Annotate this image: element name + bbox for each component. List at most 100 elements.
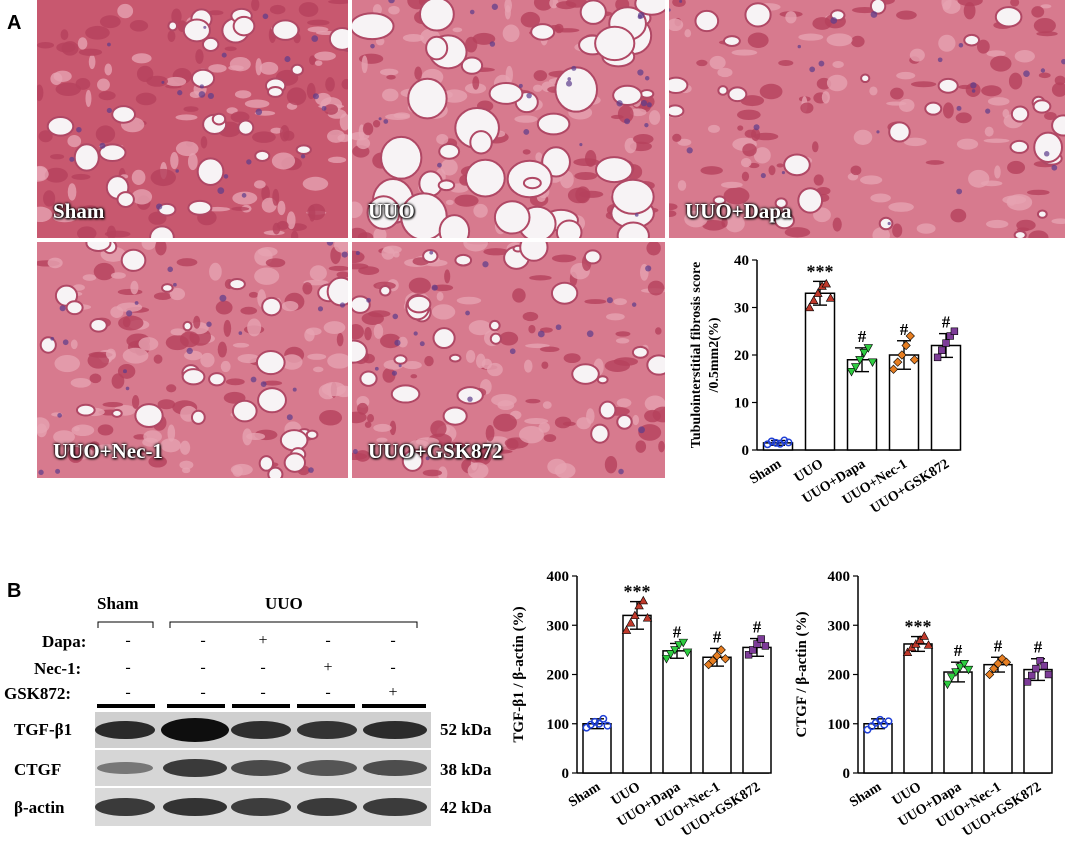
tgf-ratio-chart: 0 100 200 300 400 TGF-β1 / β-actin (%) Sham ***…	[511, 569, 772, 840]
tubule-lumen	[937, 77, 959, 94]
nucleus	[669, 8, 671, 12]
significance-label: #	[858, 327, 867, 346]
tubule-cell	[305, 327, 322, 336]
band	[297, 721, 357, 739]
tubule-cell	[468, 320, 492, 336]
nucleus	[971, 89, 976, 93]
data-point	[804, 302, 815, 312]
tubule-cell	[251, 0, 260, 12]
nucleus	[370, 43, 375, 49]
tubule-cell	[475, 353, 486, 369]
tubule-cell	[1033, 17, 1056, 34]
nucleus	[634, 213, 639, 217]
micrograph-uuo-nec1: UUO+Nec-1	[37, 242, 348, 478]
tubule-cell	[812, 17, 832, 30]
tubule-cell	[232, 191, 258, 205]
data-point	[661, 655, 672, 664]
tubule-cell	[98, 91, 116, 101]
nucleus	[317, 306, 324, 312]
tubule-lumen	[187, 199, 213, 216]
tubule-cell	[853, 129, 873, 145]
tubule-cell	[870, 193, 891, 203]
significance-label: #	[994, 636, 1003, 655]
y-tick-label: 0	[843, 766, 851, 782]
micrograph-label: Sham	[53, 199, 105, 223]
tubule-lumen	[422, 248, 439, 264]
panel-a-letter: A	[7, 12, 22, 34]
mark: -	[260, 659, 266, 676]
data-point	[603, 721, 612, 730]
tubule-cell	[307, 26, 329, 33]
tubule-cell	[193, 315, 201, 329]
y-tick-label: 400	[828, 569, 851, 585]
tubule-lumen	[489, 332, 502, 345]
nucleus	[107, 42, 111, 47]
tubule-cell	[547, 458, 567, 475]
tubule-cell	[890, 87, 904, 100]
nucleus	[217, 187, 225, 194]
tubule-cell	[386, 74, 396, 80]
tubule-cell	[325, 77, 335, 92]
tubule-lumen	[111, 105, 137, 124]
data-point	[959, 660, 970, 669]
tubule-lumen	[669, 76, 689, 94]
tubule-cell	[524, 418, 549, 425]
tubule-cell	[518, 426, 544, 444]
nucleus	[565, 80, 573, 87]
tubule-cell	[740, 157, 752, 168]
tubule-lumen	[634, 0, 665, 16]
nucleus	[223, 174, 229, 179]
data-point	[950, 327, 959, 335]
nucleus	[391, 370, 398, 376]
data-point	[757, 635, 765, 643]
tubule-cell	[231, 206, 250, 211]
bar	[863, 723, 893, 774]
data-point	[821, 278, 832, 288]
nucleus	[616, 100, 623, 107]
tubule-cell	[832, 217, 842, 232]
nucleus	[646, 102, 652, 108]
tubule-lumen	[201, 36, 220, 52]
nucleus	[284, 56, 291, 63]
tubule-cell	[281, 300, 299, 312]
micrograph-label: UUO	[368, 199, 415, 223]
nucleus	[469, 9, 475, 15]
tubule-cell	[388, 5, 400, 15]
tubule-cell	[277, 200, 286, 216]
y-tick-label: 0	[742, 443, 750, 459]
tubule-cell	[262, 380, 283, 386]
bar	[662, 650, 692, 774]
tubule-lumen	[89, 318, 108, 333]
tubule-cell	[110, 306, 124, 319]
tubule-cell	[89, 373, 102, 384]
tubule-cell	[254, 267, 280, 285]
tubule-cell	[356, 402, 369, 415]
tubule-cell	[798, 33, 824, 41]
nucleus	[355, 251, 360, 256]
nucleus	[555, 324, 562, 331]
tubule-lumen	[283, 452, 307, 473]
tubule-cell	[436, 133, 449, 145]
tubule-cell	[160, 438, 181, 453]
band	[297, 798, 357, 816]
data-point	[1032, 664, 1040, 673]
tubule-cell	[485, 425, 495, 442]
nucleus	[99, 142, 106, 149]
sham-bracket	[97, 621, 154, 628]
tubule-cell	[352, 323, 364, 340]
tubule-cell	[397, 336, 408, 348]
tubule-cell	[334, 242, 348, 253]
tubule-cell	[336, 271, 348, 278]
tubule-cell	[606, 313, 625, 321]
tubule-cell	[356, 137, 371, 150]
tubule-lumen	[612, 84, 643, 106]
tubule-lumen	[190, 68, 216, 89]
tubule-cell	[78, 48, 103, 56]
tubule-lumen	[326, 276, 348, 307]
tubule-cell	[976, 39, 990, 54]
tubule-cell	[170, 151, 179, 170]
tubule-cell	[741, 171, 750, 182]
tubule-cell	[465, 350, 476, 363]
tubule-cell	[175, 114, 198, 121]
tubule-cell	[445, 199, 454, 205]
